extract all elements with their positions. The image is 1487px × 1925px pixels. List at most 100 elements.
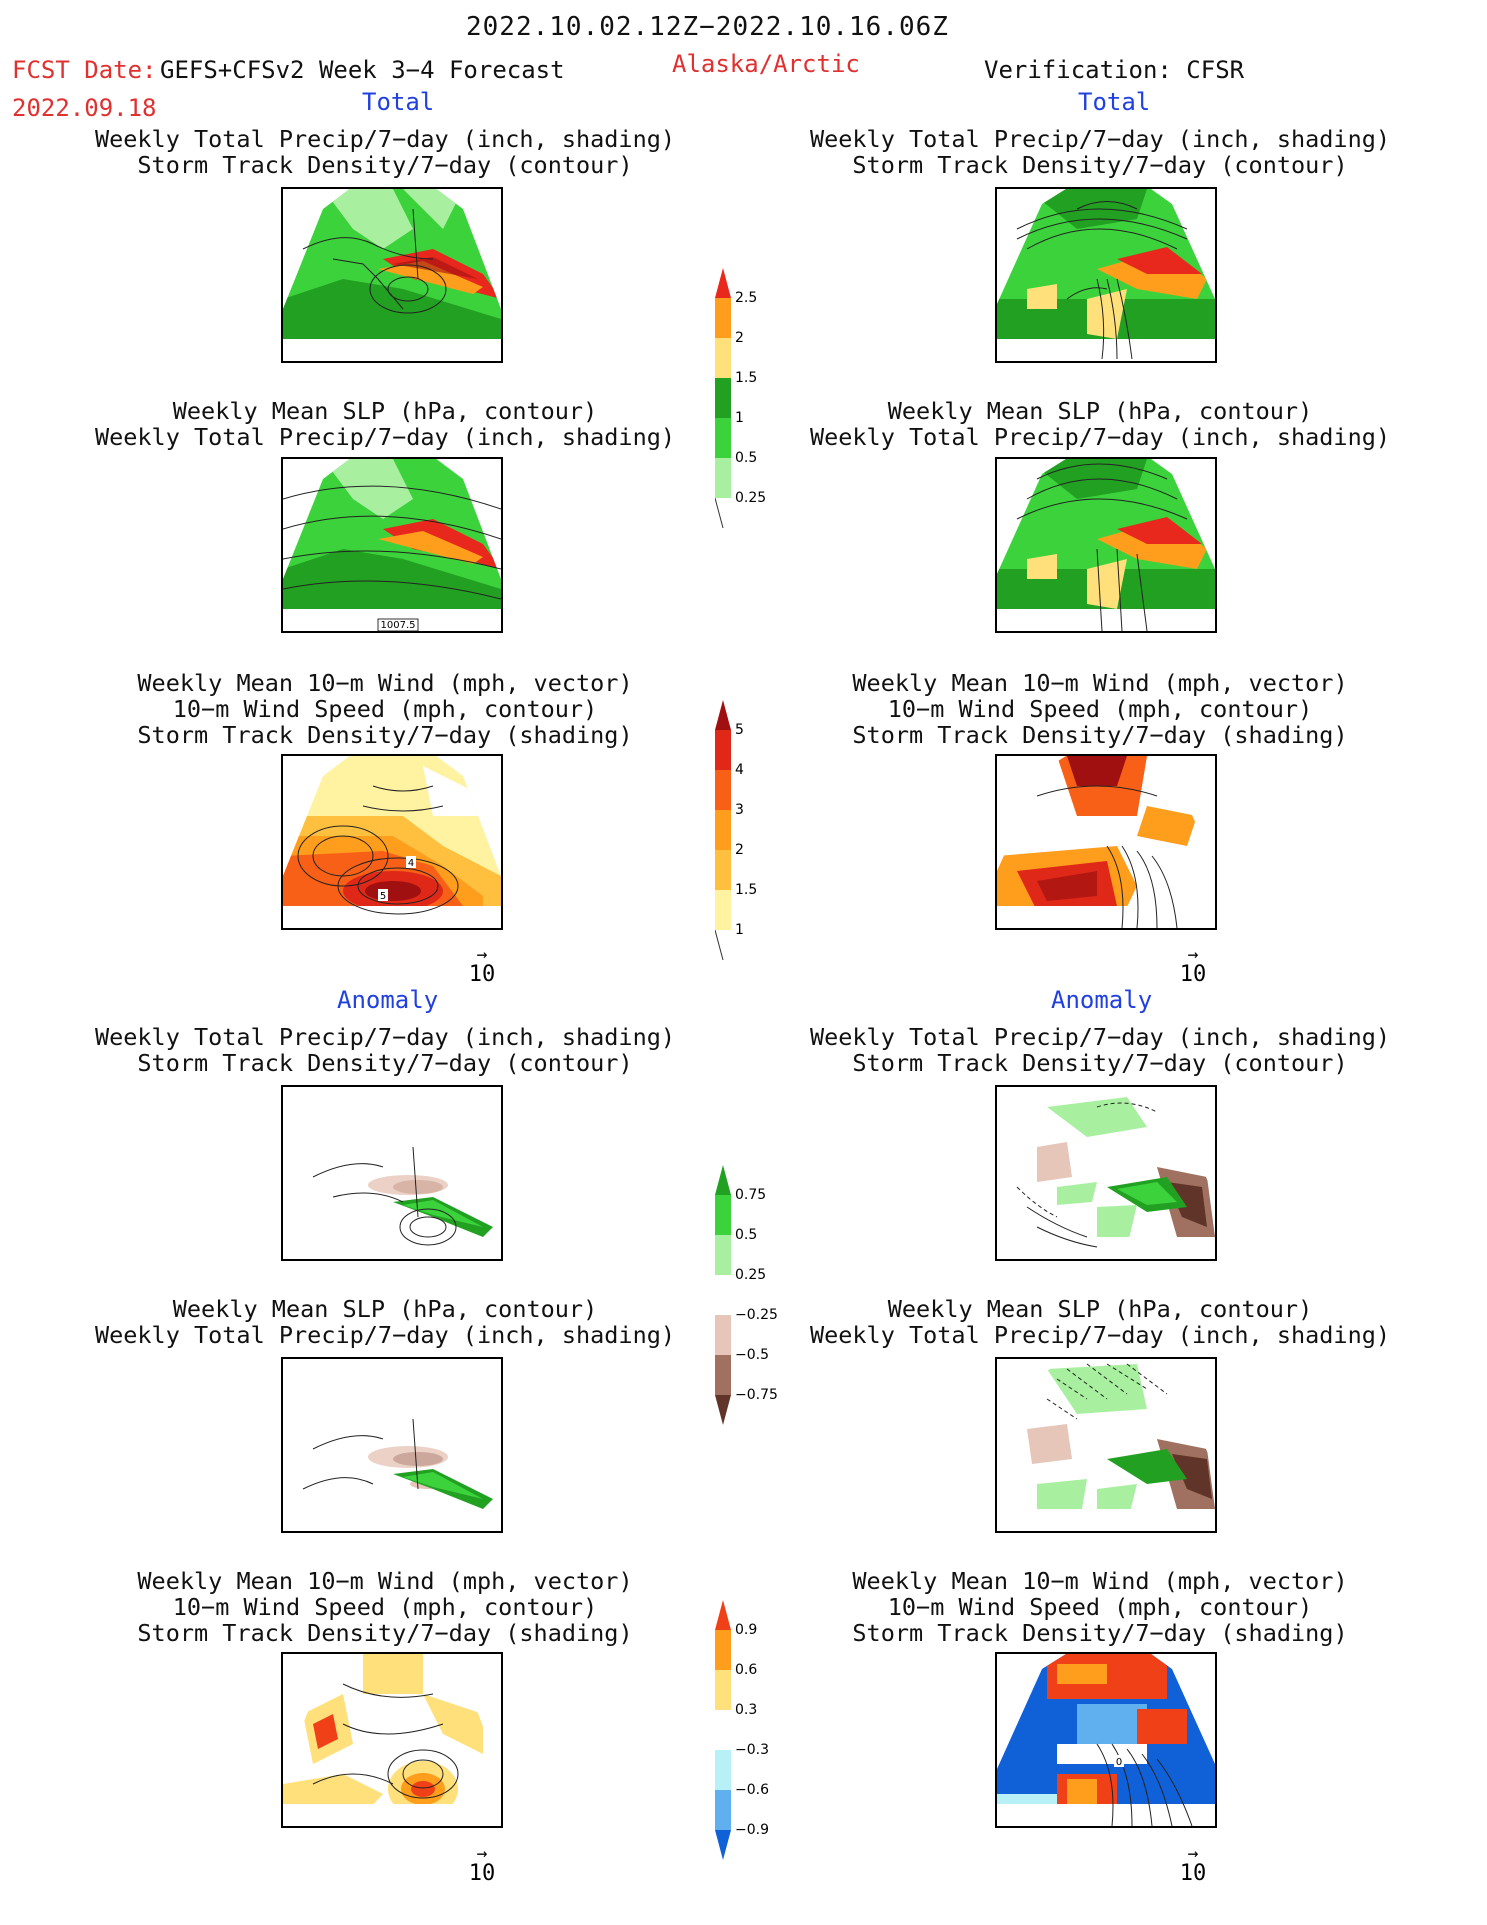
colorbar-tick-label: 1 — [735, 410, 744, 426]
ref-vector-label: 10 — [468, 962, 496, 987]
ref-vector-fcst-anom: → 10 — [462, 1843, 502, 1887]
title-line: Weekly Mean 10−m Wind (mph, vector) — [137, 1567, 633, 1595]
colorbar-tick-label: 1.5 — [735, 882, 757, 898]
title-line: Weekly Mean SLP (hPa, contour) — [172, 397, 598, 425]
title-line: Storm Track Density/7−day (contour) — [137, 1049, 633, 1077]
colorbar-segment — [715, 810, 731, 850]
arrow-right-icon: → — [476, 1843, 488, 1864]
colorbar-segment — [715, 298, 731, 338]
title-line: Weekly Total Precip/7−day (inch, shading… — [809, 1023, 1391, 1051]
map-fcst-slp-precip: 1007.5 — [281, 457, 503, 633]
fcst-date-label: FCST Date: — [12, 56, 157, 84]
colorbar-tick-label: 3 — [735, 802, 744, 818]
title-line: Storm Track Density/7−day (shading) — [137, 721, 633, 749]
colorbar-tick-label: 2 — [735, 842, 744, 858]
colorbar-open-end — [714, 929, 724, 961]
title-l6: Weekly Mean 10−m Wind (mph, vector) 10−m … — [85, 1568, 685, 1646]
colorbar-svg: 5 4 3 2 1.5 1 — [714, 700, 757, 961]
colorbar-segment — [715, 730, 731, 770]
colorbar-segment — [715, 1750, 731, 1790]
colorbar-segment — [715, 1790, 731, 1830]
map-obs-wind-storm — [995, 754, 1217, 930]
ref-vector-label: 10 — [468, 1861, 496, 1886]
title-line: Weekly Total Precip/7−day (inch, shading… — [94, 125, 676, 153]
map-fcst-anom-wind — [281, 1652, 503, 1828]
colorbar-segment — [715, 1630, 731, 1670]
wind-contour-label-b: 5 — [380, 891, 386, 902]
title-l5: Weekly Mean SLP (hPa, contour) Weekly Tot… — [85, 1296, 685, 1348]
title-line: Weekly Total Precip/7−day (inch, shading… — [94, 1321, 676, 1349]
colorbar-tick-label: 0.6 — [735, 1662, 757, 1678]
title-r4: Weekly Total Precip/7−day (inch, shading… — [800, 1024, 1400, 1076]
colorbar-segment — [715, 338, 731, 378]
colorbar-top-triangle — [715, 1165, 731, 1195]
title-line: 10−m Wind Speed (mph, contour) — [887, 1593, 1313, 1621]
colorbar-segment — [715, 418, 731, 458]
title-line: Storm Track Density/7−day (shading) — [137, 1619, 633, 1647]
colorbar-segment — [715, 850, 731, 890]
title-line: Weekly Total Precip/7−day (inch, shading… — [809, 423, 1391, 451]
title-r2: Weekly Mean SLP (hPa, contour) Weekly Tot… — [800, 398, 1400, 450]
wind-anom-contour-label: 0 — [1116, 1757, 1122, 1768]
title-line: 10−m Wind Speed (mph, contour) — [172, 1593, 598, 1621]
colorbar-storm-anom: 0.9 0.6 0.3 −0.3 −0.6 −0.9 — [715, 1600, 810, 1880]
ref-vector-label: 10 — [1179, 962, 1207, 987]
colorbar-tick-label: 1 — [735, 922, 744, 938]
map-fcst-total-precip — [281, 187, 503, 363]
colorbar-tick-label: −0.3 — [735, 1742, 769, 1758]
wind-contour-label-a: 4 — [408, 858, 414, 869]
colorbar-tick-label: 1.5 — [735, 370, 757, 386]
colorbar-segment — [715, 890, 731, 930]
colorbar-top-triangle — [715, 700, 731, 730]
section-anomaly-left: Anomaly — [337, 986, 439, 1014]
colorbar-bottom-triangle — [715, 1830, 731, 1860]
colorbar-open-end — [714, 497, 724, 529]
title-line: Weekly Total Precip/7−day (inch, shading… — [94, 423, 676, 451]
map-obs-anom-slp — [995, 1357, 1217, 1533]
colorbar-segment — [715, 1235, 731, 1275]
title-line: Weekly Mean 10−m Wind (mph, vector) — [137, 669, 633, 697]
map-obs-total-precip — [995, 187, 1217, 363]
colorbar-tick-label: 0.25 — [735, 1267, 766, 1283]
arrow-right-icon: → — [1187, 944, 1199, 965]
colorbar-segment — [715, 458, 731, 498]
map-obs-slp-precip — [995, 457, 1217, 633]
title-r3: Weekly Mean 10−m Wind (mph, vector) 10−m … — [800, 670, 1400, 748]
colorbar-top-triangle — [715, 1600, 731, 1630]
title-r6: Weekly Mean 10−m Wind (mph, vector) 10−m … — [800, 1568, 1400, 1646]
map-fcst-anom-slp — [281, 1357, 503, 1533]
arrow-right-icon: → — [476, 944, 488, 965]
title-line: Storm Track Density/7−day (shading) — [852, 721, 1348, 749]
colorbar-top-triangle — [715, 268, 731, 298]
section-total-right: Total — [1078, 88, 1151, 116]
colorbar-tick-label: 0.5 — [735, 1227, 757, 1243]
colorbar-tick-label: 0.75 — [735, 1187, 766, 1203]
map-obs-anom-wind: 0 — [995, 1652, 1217, 1828]
colorbar-storm-total: 5 4 3 2 1.5 1 — [714, 700, 795, 980]
colorbar-tick-label: −0.75 — [735, 1387, 778, 1403]
colorbar-segment — [715, 770, 731, 810]
colorbar-tick-label: 0.9 — [735, 1622, 757, 1638]
title-line: 10−m Wind Speed (mph, contour) — [887, 695, 1313, 723]
title-line: Storm Track Density/7−day (contour) — [137, 151, 633, 179]
colorbar-tick-label: 2.5 — [735, 290, 757, 306]
slp-contour-label: 1007.5 — [381, 620, 416, 631]
arrow-right-icon: → — [1187, 1843, 1199, 1864]
region-label: Alaska/Arctic — [672, 50, 860, 78]
colorbar-tick-label: 0.25 — [735, 490, 766, 506]
title-line: 10−m Wind Speed (mph, contour) — [172, 695, 598, 723]
colorbar-precip-total: 2.5 2 1.5 1 0.5 0.25 — [714, 268, 795, 548]
title-line: Weekly Mean SLP (hPa, contour) — [887, 397, 1313, 425]
map-fcst-anom-precip — [281, 1085, 503, 1261]
colorbar-precip-anom: 0.75 0.5 0.25 −0.25 −0.5 −0.75 — [715, 1165, 810, 1445]
map-obs-anom-precip — [995, 1085, 1217, 1261]
colorbar-svg: 0.75 0.5 0.25 −0.25 −0.5 −0.75 — [715, 1165, 778, 1425]
title-l1: Weekly Total Precip/7−day (inch, shading… — [85, 126, 685, 178]
title-line: Storm Track Density/7−day (contour) — [852, 1049, 1348, 1077]
colorbar-segment — [715, 1315, 731, 1355]
title-line: Weekly Mean 10−m Wind (mph, vector) — [852, 669, 1348, 697]
colorbar-segment — [715, 1275, 731, 1315]
colorbar-tick-label: −0.6 — [735, 1782, 769, 1798]
colorbar-segment — [715, 1710, 731, 1750]
ref-vector-obs-anom: → 10 — [1173, 1843, 1213, 1887]
